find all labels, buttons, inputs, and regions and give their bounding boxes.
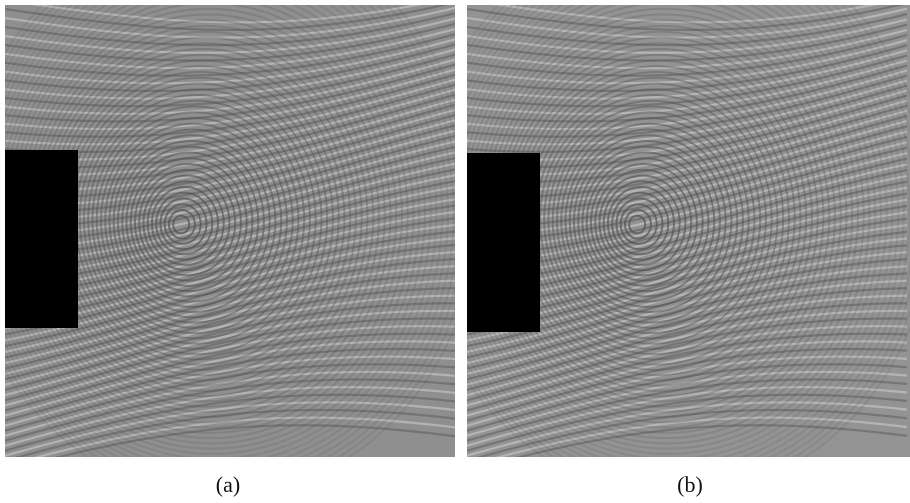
obstacle: [467, 153, 540, 332]
panel-label: (b): [677, 472, 703, 497]
obstacle: [5, 150, 78, 328]
panel-label: (a): [216, 472, 240, 497]
figure: (a) (b): [0, 0, 910, 503]
